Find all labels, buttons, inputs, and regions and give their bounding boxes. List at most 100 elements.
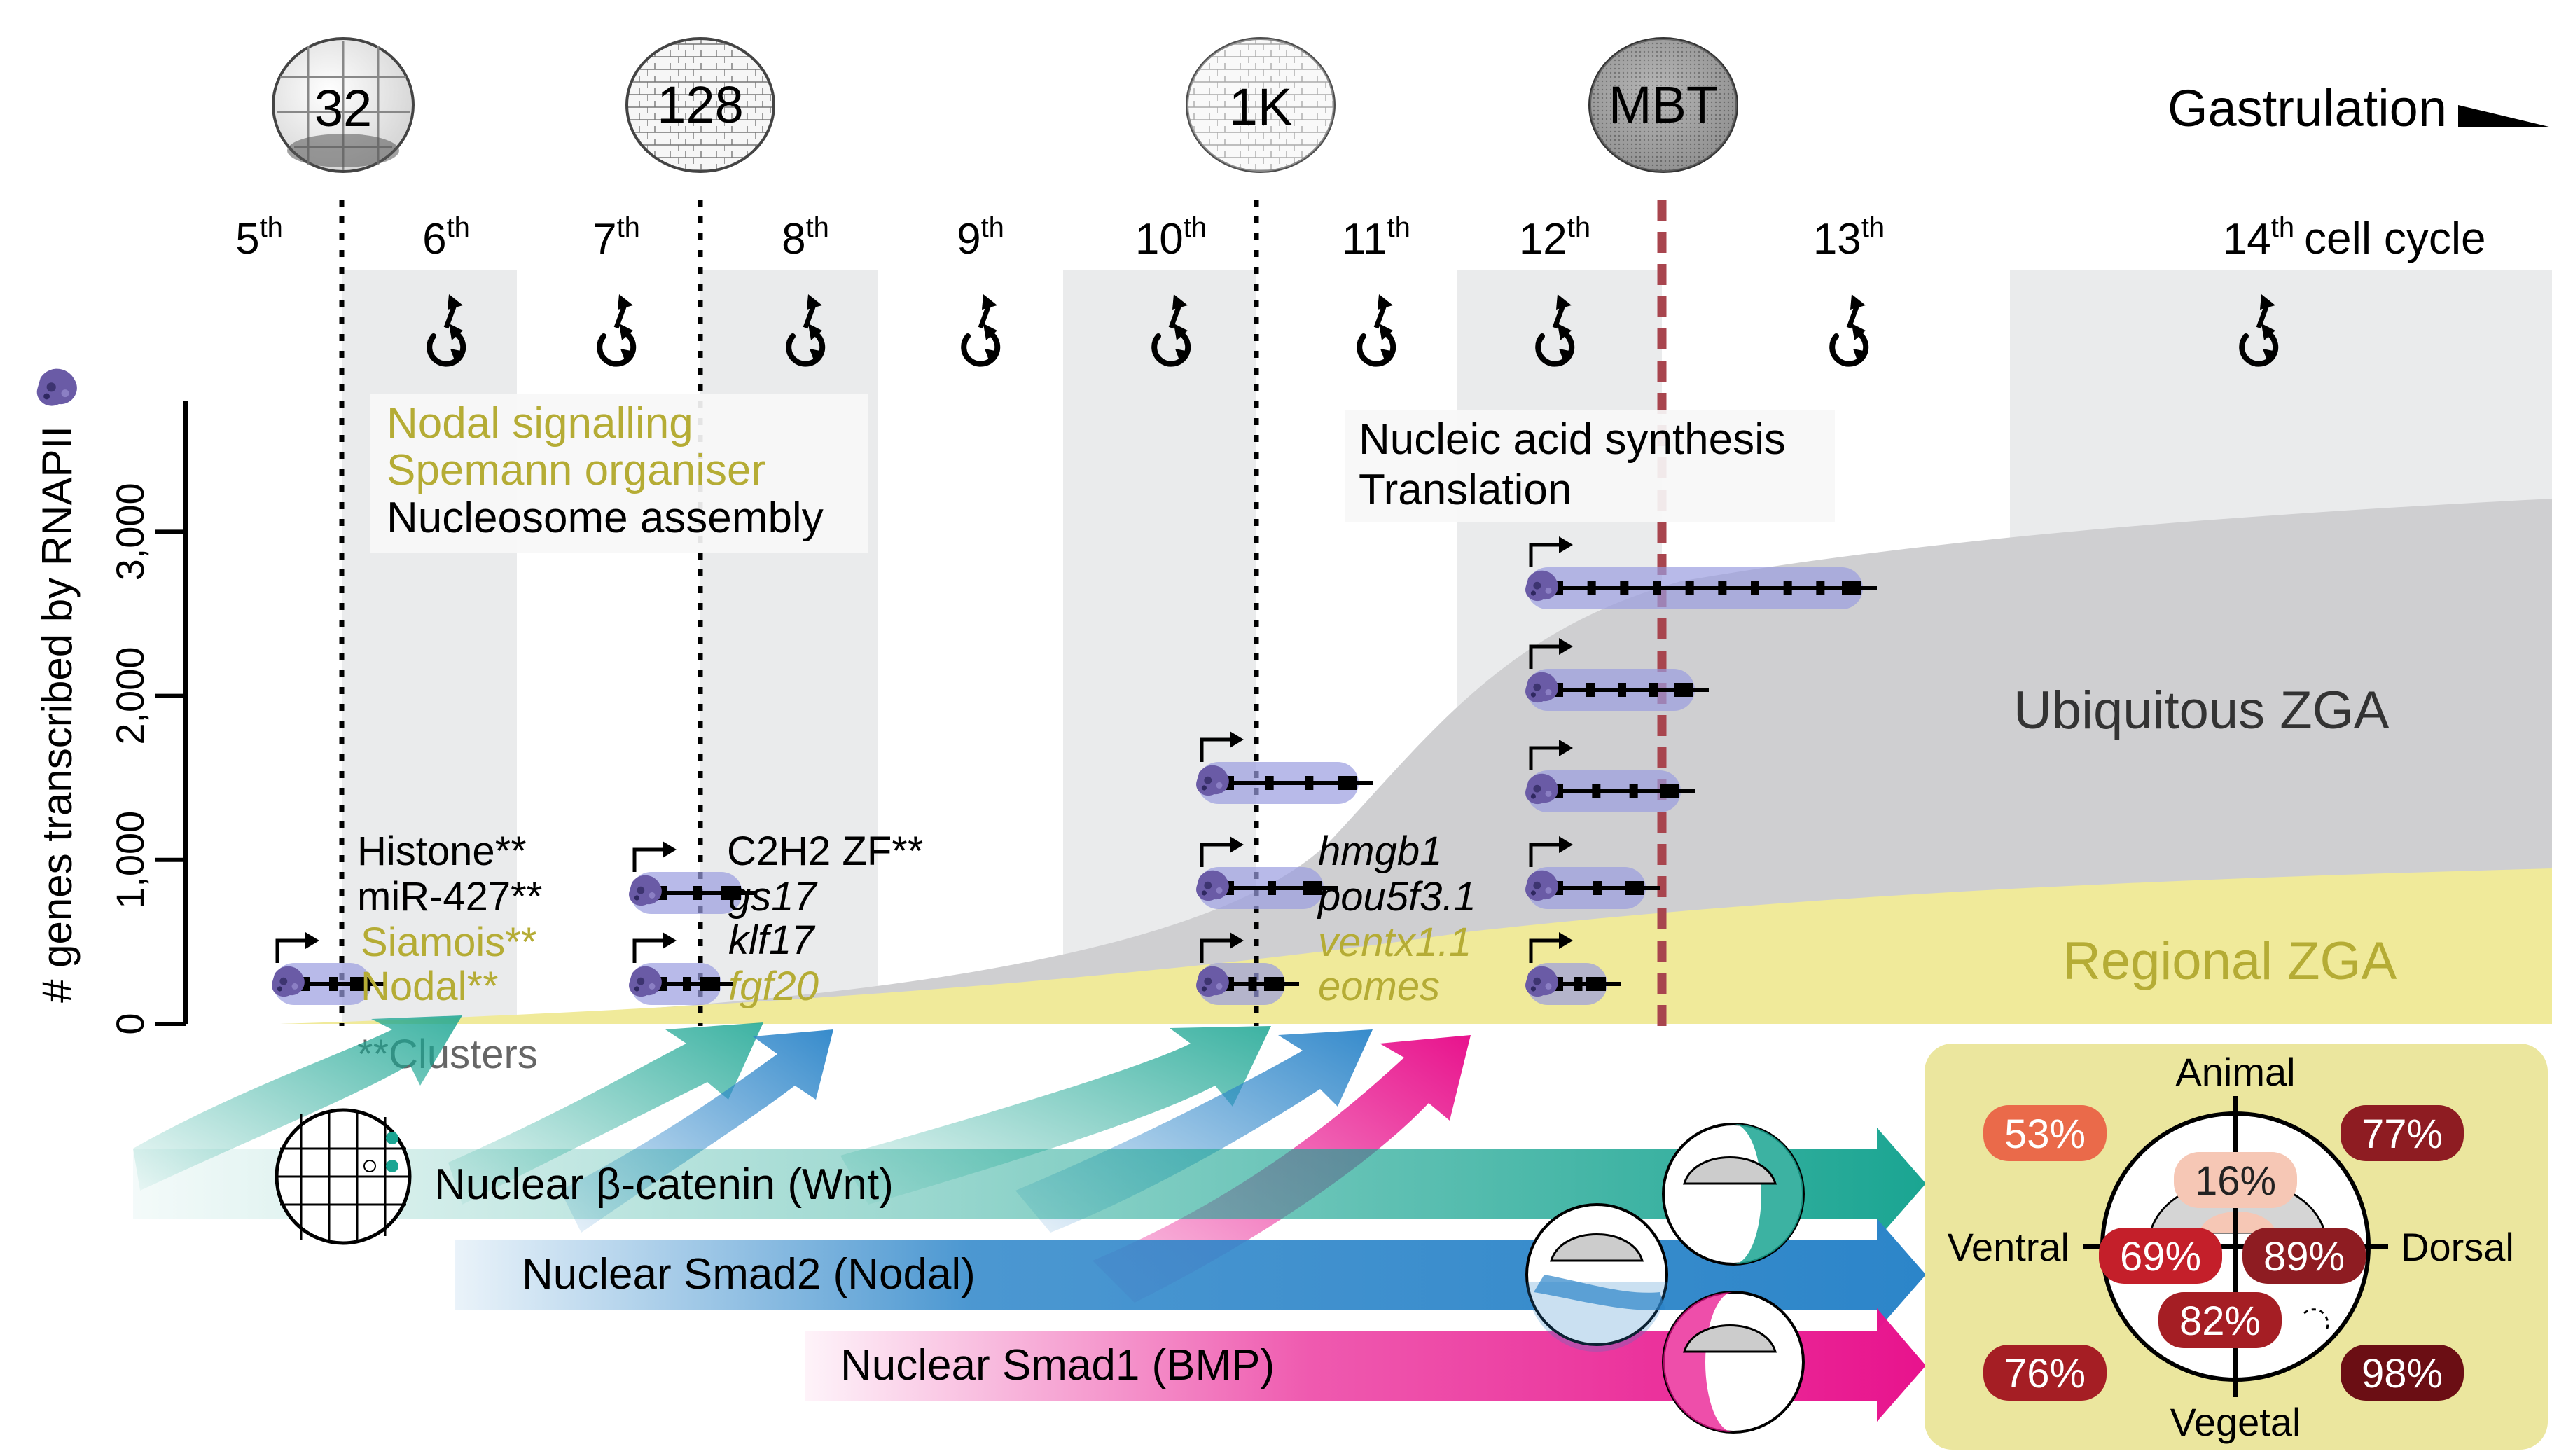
y-tick-label: 3,000: [108, 483, 152, 581]
cell-cycle-icons: [427, 294, 2279, 367]
signal-arrow-wnt: [133, 1128, 1926, 1240]
cycle-6: 6th: [422, 212, 470, 263]
gene-models: [272, 536, 1877, 1005]
embryo-wnt-gradient: [1662, 1123, 1805, 1266]
stage-embryos: 32 128 1K MBT: [272, 37, 1738, 173]
svg-text:53%: 53%: [2004, 1111, 2086, 1157]
gene-model: [1196, 932, 1299, 1005]
gene-hmgb1: hmgb1: [1318, 828, 1442, 874]
gene-model: [1196, 836, 1338, 909]
gastrulation-indicator: Gastrulation: [2168, 79, 2552, 137]
cycle-12: 12th: [1519, 212, 1590, 263]
go-left-3: Nucleosome assembly: [387, 494, 824, 542]
gene-gs17: gs17: [728, 874, 819, 920]
cycle-arrow-icon: [1829, 294, 1869, 367]
cycle-9: 9th: [957, 212, 1004, 263]
cycle-arrow-icon: [427, 294, 466, 367]
percent-badge-out-bl: 76%: [1983, 1345, 2107, 1401]
gene-model: [1525, 536, 1877, 609]
svg-text:82%: 82%: [2179, 1298, 2261, 1344]
embryo-mbt: MBT: [1588, 37, 1738, 173]
signal-arrow-bmp: [805, 1308, 1926, 1422]
gene-eomes: eomes: [1318, 964, 1440, 1009]
gene-model: [272, 932, 385, 1005]
percent-badge-in-bottom: 82%: [2158, 1292, 2282, 1348]
gene-pou5f31: pou5f3.1: [1317, 874, 1476, 920]
gene-siamois: Siamois**: [361, 920, 536, 965]
cycle-arrow-icon: [1151, 294, 1191, 367]
y-axis-label: # genes transcribed by RNAPII: [34, 426, 81, 1003]
gene-c2h2zf: C2H2 ZF**: [727, 828, 923, 874]
y-tick-label: 0: [108, 1013, 152, 1034]
gastrulation-arrow-icon: [2458, 105, 2552, 127]
gene-model: [629, 932, 735, 1005]
gene-model: [1525, 836, 1660, 909]
cycle-8: 8th: [782, 212, 829, 263]
embryo-32-cell: 32: [272, 37, 415, 173]
percentage-badges: 53% 77% 76% 98% 16% 69% 89%82%: [1983, 1105, 2464, 1401]
cycle-7: 7th: [592, 212, 640, 263]
gene-histone: Histone**: [357, 828, 527, 874]
svg-text:77%: 77%: [2362, 1111, 2443, 1157]
axis-animal: Animal: [2175, 1050, 2295, 1094]
cycle-14: 14th: [2223, 212, 2294, 263]
cycle-arrow-icon: [786, 294, 826, 367]
cycle-arrow-icon: [1357, 294, 1396, 367]
percent-badge-in-right: 89%: [2242, 1228, 2366, 1284]
cycle-arrow-icon: [597, 294, 637, 367]
stage-lines: [339, 200, 1259, 1026]
cycle-arrow-icon: [961, 294, 1001, 367]
cycle-10: 10th: [1135, 212, 1207, 263]
gene-model: [1525, 740, 1695, 812]
percent-badge-in-top: 16%: [2174, 1152, 2297, 1208]
gene-model: [1196, 731, 1373, 804]
embryo-128-cell: 128: [625, 37, 775, 173]
svg-text:69%: 69%: [2120, 1234, 2201, 1280]
gene-nodal: Nodal**: [361, 964, 499, 1009]
cycle-arrow-icon: [2239, 294, 2279, 367]
go-box-left: Nodal signalling Spemann organiser Nucle…: [370, 394, 868, 553]
stage-label-32: 32: [314, 79, 372, 137]
gene-fgf20: fgf20: [728, 964, 819, 1009]
go-box-right: Nucleic acid synthesis Translation: [1345, 410, 1835, 522]
y-axis-ticks: 0 1,000 2,000 3,000: [108, 483, 186, 1035]
cell-cycle-label: cell cycle: [2304, 213, 2486, 263]
svg-text:89%: 89%: [2263, 1234, 2345, 1280]
y-tick-label: 2,000: [108, 647, 152, 745]
embryo-1k-cell: 1K: [1186, 37, 1336, 173]
percent-badge-out-tl: 53%: [1983, 1105, 2107, 1161]
percent-badge-out-br: 98%: [2341, 1345, 2464, 1401]
percent-badge-out-tr: 77%: [2341, 1105, 2464, 1161]
gene-mir427: miR-427**: [357, 874, 542, 920]
gene-labels-col11: hmgb1 pou5f3.1 ventx1.1 eomes: [1317, 828, 1476, 1009]
svg-text:16%: 16%: [2195, 1158, 2276, 1204]
y-axis: 0 1,000 2,000 3,000 # genes transcribed by …: [34, 368, 188, 1035]
signal-label-nodal: Nuclear Smad2 (Nodal): [522, 1250, 976, 1298]
gene-model: [629, 841, 756, 914]
go-right-2: Translation: [1359, 466, 1572, 514]
rnapii-icon: [36, 368, 77, 406]
axis-vegetal: Vegetal: [2170, 1400, 2301, 1444]
go-left-1: Nodal signalling: [387, 399, 693, 448]
regional-zga-label: Regional ZGA: [2062, 931, 2397, 991]
go-left-2: Spemann organiser: [387, 446, 765, 494]
embryo-grid-icon: [275, 1108, 412, 1245]
gastrulation-label: Gastrulation: [2168, 79, 2447, 137]
gene-labels-col6: Histone** miR-427** Siamois** Nodal**: [357, 828, 542, 1009]
cycle-5: 5th: [235, 212, 283, 263]
gene-klf17: klf17: [728, 917, 816, 963]
ubiquitous-zga-label: Ubiquitous ZGA: [2013, 681, 2390, 740]
gene-model: [1525, 932, 1621, 1005]
stage-label-mbt: MBT: [1609, 76, 1718, 134]
svg-text:76%: 76%: [2004, 1351, 2086, 1396]
spatial-summary-panel: Animal Vegetal Ventral Dorsal 53% 77% 76% 9…: [1925, 1044, 2548, 1450]
axis-ventral: Ventral: [1948, 1225, 2069, 1269]
cycle-13: 13th: [1813, 212, 1885, 263]
cycle-arrow-icon: [1535, 294, 1575, 367]
percent-badge-in-left: 69%: [2099, 1228, 2222, 1284]
gene-ventx11: ventx1.1: [1318, 920, 1471, 965]
svg-text:98%: 98%: [2362, 1351, 2443, 1396]
go-right-1: Nucleic acid synthesis: [1359, 415, 1786, 464]
regional-zga-area: [280, 868, 2552, 1024]
